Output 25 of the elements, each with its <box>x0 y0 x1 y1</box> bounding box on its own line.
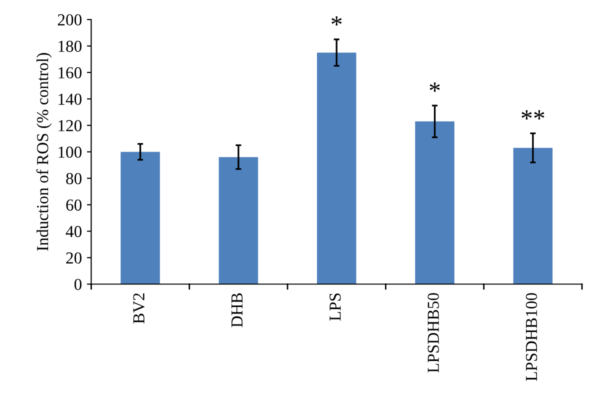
y-axis-title: Induction of ROS (% control) <box>36 53 52 251</box>
y-tick-label: 140 <box>58 94 82 105</box>
y-tick-label: 40 <box>66 226 82 238</box>
bar <box>218 157 258 284</box>
x-tick-label: BV2 <box>133 293 145 324</box>
bar <box>120 152 160 284</box>
bar <box>316 52 356 284</box>
x-tick-label: LPSDHB100 <box>526 293 538 381</box>
y-tick-label: 200 <box>58 14 82 26</box>
y-tick-label: 20 <box>66 252 82 264</box>
bar <box>415 121 454 284</box>
y-tick-label: 180 <box>58 40 82 52</box>
annotation: ** <box>522 110 544 120</box>
y-tick-label: 80 <box>66 172 82 184</box>
y-tick-label: 160 <box>58 67 82 78</box>
x-tick-label: LPS <box>330 293 341 321</box>
annotation: * <box>332 16 342 26</box>
y-tick-label: 120 <box>58 120 82 132</box>
annotation: * <box>430 82 440 92</box>
x-tick-label: DHB <box>232 293 242 328</box>
y-tick-label: 100 <box>58 146 82 158</box>
x-tick-label: LPSDHB50 <box>428 293 439 373</box>
y-tick-label: 0 <box>74 278 82 290</box>
bar <box>513 148 553 284</box>
y-tick-label: 60 <box>66 199 82 211</box>
